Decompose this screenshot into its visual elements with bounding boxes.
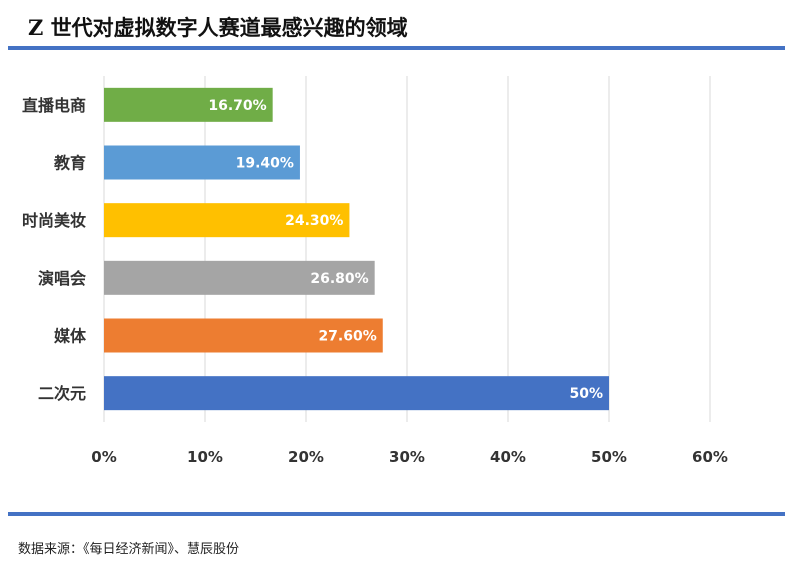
grid-layer: [103, 76, 711, 422]
x-tick-label: 50%: [591, 448, 627, 466]
x-tick-label: 20%: [288, 448, 324, 466]
x-tick-label: 60%: [692, 448, 728, 466]
bar: [104, 203, 350, 238]
category-label: 演唱会: [38, 269, 86, 288]
top-divider: [8, 46, 785, 50]
category-label: 直播电商: [22, 96, 86, 115]
x-tick-label: 40%: [490, 448, 526, 466]
x-tick-label: 0%: [91, 448, 116, 466]
data-label: 24.30%: [285, 213, 343, 229]
bar: [104, 260, 375, 295]
bar: [104, 87, 273, 122]
category-label: 二次元: [38, 384, 86, 403]
data-label: 27.60%: [318, 329, 376, 345]
bar: [104, 376, 609, 411]
data-label: 26.80%: [310, 271, 368, 287]
chart-title: Z 世代对虚拟数字人赛道最感兴趣的领域: [28, 15, 408, 40]
bar-layer: [104, 87, 609, 411]
x-tick-label: 10%: [187, 448, 223, 466]
bar-chart: 16.70% 19.40% 24.30% 26.80% 27.60% 50% 0% 10% 2…: [22, 76, 728, 466]
x-tick-label: 30%: [389, 448, 425, 466]
data-label: 50%: [569, 386, 603, 402]
category-label: 媒体: [54, 327, 87, 346]
data-label: 19.40%: [236, 156, 294, 172]
bar: [104, 145, 300, 180]
label-layer: 16.70% 19.40% 24.30% 26.80% 27.60% 50%: [208, 98, 603, 402]
category-label: 时尚美妆: [22, 211, 86, 230]
category-label: 教育: [54, 154, 86, 173]
bar: [104, 318, 383, 353]
data-label: 16.70%: [208, 98, 266, 114]
data-source: 数据来源：《每日经济新闻》、慧辰股份: [18, 542, 240, 557]
chart-area: 16.70% 19.40% 24.30% 26.80% 27.60% 50% 0% 10% 2…: [12, 64, 775, 504]
bottom-divider: [8, 512, 785, 516]
